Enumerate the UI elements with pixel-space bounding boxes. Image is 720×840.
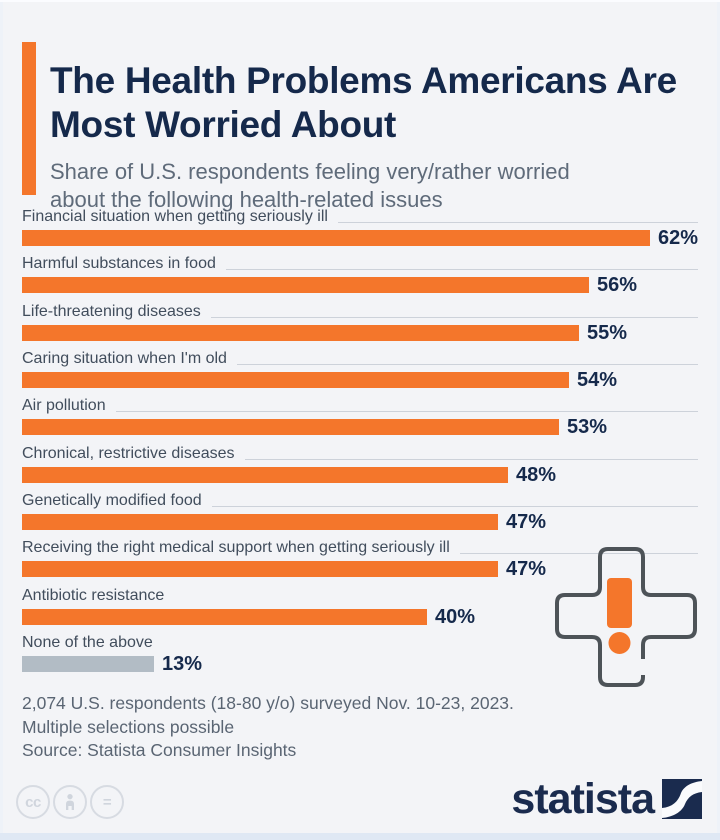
bar bbox=[22, 561, 498, 578]
chart-row: Chronical, restrictive diseases 48% bbox=[22, 444, 700, 491]
chart-row-bar-line: 47% bbox=[22, 510, 700, 533]
bar-value-label: 62% bbox=[658, 227, 699, 249]
chart-row-label-line: Antibiotic resistance bbox=[22, 586, 700, 605]
bar bbox=[22, 419, 559, 436]
chart-row-bar-line: 40% bbox=[22, 605, 700, 628]
chart-title: The Health Problems Americans Are Most W… bbox=[50, 59, 677, 145]
cc-icon: cc bbox=[16, 785, 50, 819]
bar bbox=[22, 371, 569, 388]
survey-note-line1: 2,074 U.S. respondents (18-80 y/o) surve… bbox=[22, 693, 514, 713]
chart-row-bar-line: 55% bbox=[22, 321, 700, 344]
chart-row-label-line: None of the above bbox=[22, 633, 700, 652]
bar-value-label: 47% bbox=[506, 510, 547, 533]
bar-value-label: 47% bbox=[506, 558, 547, 581]
bar-label: Genetically modified food bbox=[22, 491, 202, 509]
bar-label: Receiving the right medical support when… bbox=[22, 539, 450, 557]
bar-chart: Financial situation when getting serious… bbox=[22, 207, 700, 680]
chart-row-label-line: Harmful substances in food bbox=[22, 254, 700, 273]
chart-row-bar-line: 48% bbox=[22, 463, 700, 486]
chart-row: Air pollution 53% bbox=[22, 396, 700, 443]
bar-value-label: 55% bbox=[587, 321, 628, 344]
chart-row-label-line: Caring situation when I'm old bbox=[22, 349, 700, 368]
bar bbox=[22, 513, 498, 530]
chart-row-label-line: Financial situation when getting serious… bbox=[22, 207, 700, 226]
bar-value-label: 56% bbox=[597, 274, 638, 297]
cross-outline-gap bbox=[639, 659, 648, 675]
chart-row-bar-line: 53% bbox=[22, 416, 700, 439]
label-leader-rule bbox=[211, 505, 698, 507]
bar-label: Life-threatening diseases bbox=[22, 302, 201, 320]
label-leader-rule bbox=[225, 269, 698, 271]
chart-row-bar-line: 56% bbox=[22, 274, 700, 297]
label-leader-rule bbox=[210, 316, 698, 318]
chart-row: Life-threatening diseases 55% bbox=[22, 302, 700, 349]
bar-muted bbox=[22, 655, 154, 672]
bar bbox=[22, 324, 579, 341]
label-leader-rule bbox=[244, 458, 698, 460]
label-leader-rule bbox=[459, 553, 698, 555]
chart-row-bar-line: 54% bbox=[22, 368, 700, 391]
chart-row: None of the above 13% bbox=[22, 633, 700, 680]
exclamation-bar bbox=[607, 578, 632, 628]
bar-label: Financial situation when getting serious… bbox=[22, 208, 328, 225]
chart-row: Receiving the right medical support when… bbox=[22, 538, 700, 585]
bar bbox=[22, 230, 650, 246]
chart-row-label-line: Genetically modified food bbox=[22, 491, 700, 510]
bar-value-label: 53% bbox=[567, 416, 608, 439]
bar-label: Chronical, restrictive diseases bbox=[22, 444, 235, 462]
statista-logo-mark bbox=[662, 779, 702, 819]
chart-row-bar-line: 13% bbox=[22, 652, 700, 675]
bar bbox=[22, 466, 508, 483]
attribution-person-icon bbox=[53, 785, 87, 819]
bar-value-label: 13% bbox=[162, 652, 203, 675]
chart-row: Harmful substances in food 56% bbox=[22, 254, 700, 301]
bar bbox=[22, 608, 427, 625]
source-line: Source: Statista Consumer Insights bbox=[22, 740, 297, 760]
bar-value-label: 54% bbox=[577, 368, 618, 391]
bar bbox=[22, 277, 589, 294]
bar-label: Caring situation when I'm old bbox=[22, 349, 227, 367]
chart-row-bar-line: 62% bbox=[22, 227, 700, 249]
statista-logo-text: statista bbox=[511, 775, 655, 823]
chart-row-label-line: Air pollution bbox=[22, 396, 700, 415]
chart-subtitle: Share of U.S. respondents feeling very/r… bbox=[50, 159, 570, 212]
survey-note-line2: Multiple selections possible bbox=[22, 716, 235, 737]
chart-row-label-line: Chronical, restrictive diseases bbox=[22, 444, 700, 463]
chart-row-label-line: Life-threatening diseases bbox=[22, 302, 700, 321]
chart-row: Antibiotic resistance 40% bbox=[22, 586, 700, 633]
bar-label: Air pollution bbox=[22, 397, 106, 415]
bar-label: None of the above bbox=[22, 633, 153, 651]
bar-label: Antibiotic resistance bbox=[22, 586, 165, 604]
chart-row: Genetically modified food 47% bbox=[22, 491, 700, 538]
label-leader-rule bbox=[115, 411, 698, 413]
chart-row: Financial situation when getting serious… bbox=[22, 207, 700, 254]
license-bar: cc = bbox=[16, 785, 124, 819]
chart-row: Caring situation when I'm old 54% bbox=[22, 349, 700, 396]
statista-logo: statista bbox=[511, 775, 702, 823]
bar-value-label: 40% bbox=[435, 605, 476, 628]
chart-row-label-line: Receiving the right medical support when… bbox=[22, 538, 700, 557]
exclamation-dot bbox=[608, 632, 631, 654]
label-leader-rule bbox=[337, 222, 698, 223]
bar-label: Harmful substances in food bbox=[22, 255, 216, 273]
bar-value-label: 48% bbox=[516, 463, 557, 486]
chart-row-bar-line: 47% bbox=[22, 558, 700, 581]
footer-notes: 2,074 U.S. respondents (18-80 y/o) surve… bbox=[22, 692, 514, 763]
no-derivatives-icon: = bbox=[90, 785, 124, 819]
medical-cross-alert-icon bbox=[555, 547, 697, 687]
label-leader-rule bbox=[236, 363, 698, 365]
title-accent-bar bbox=[22, 42, 36, 195]
